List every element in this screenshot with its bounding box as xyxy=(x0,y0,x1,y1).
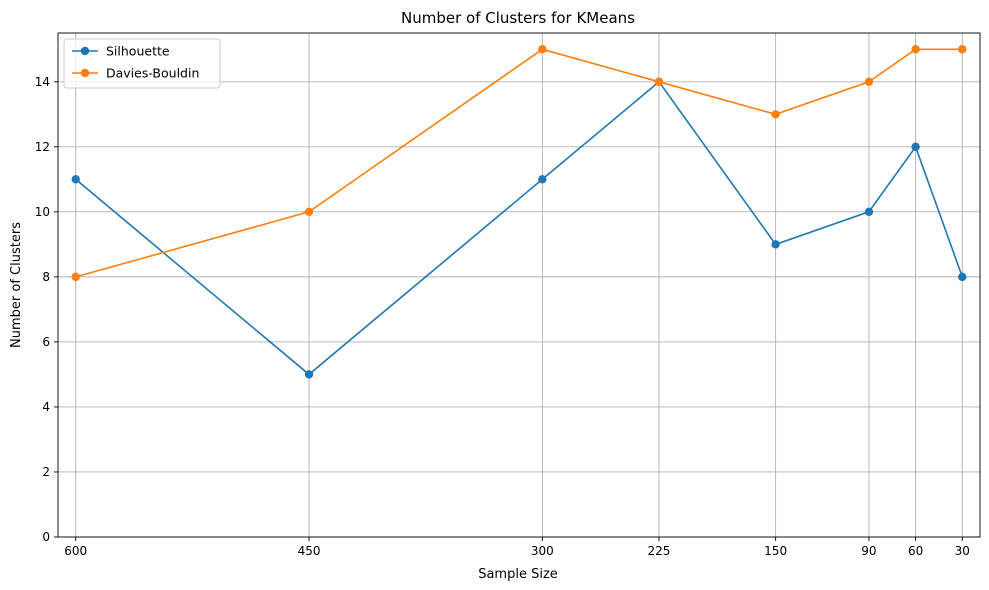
data-point-davies-bouldin xyxy=(654,77,664,86)
data-point-davies-bouldin xyxy=(911,45,920,54)
data-point-silhouette xyxy=(864,207,874,217)
series-line-silhouette xyxy=(75,80,964,376)
data-point-davies-bouldin xyxy=(958,45,967,54)
y-tick-label: 8 xyxy=(42,270,50,284)
y-tick-label: 10 xyxy=(35,205,50,219)
x-tick-label: 300 xyxy=(531,544,554,558)
x-tick-label: 600 xyxy=(64,544,87,558)
ticks: 0 2 4 6 8 10 12 14 600 450 300 225 150 90 60 30 xyxy=(35,75,970,558)
x-tick-label: 225 xyxy=(648,544,671,558)
x-axis-label: Sample Size xyxy=(478,567,558,582)
data-point-davies-bouldin xyxy=(864,77,874,86)
y-tick-label: 12 xyxy=(35,140,50,154)
data-point-silhouette xyxy=(71,175,80,184)
data-point-silhouette xyxy=(538,175,547,184)
x-tick-label: 60 xyxy=(908,544,923,558)
data-point-davies-bouldin xyxy=(71,272,80,282)
legend: Silhouette Davies-Bouldin xyxy=(63,38,221,89)
x-tick-label: 30 xyxy=(955,544,970,558)
plot-area-frame xyxy=(57,32,981,538)
y-axis-label: Number of Clusters xyxy=(9,222,24,348)
x-tick-label: 450 xyxy=(298,544,321,558)
y-tick-label: 14 xyxy=(35,75,50,89)
legend-box xyxy=(63,38,221,89)
y-tick-label: 4 xyxy=(42,400,50,414)
data-point-silhouette xyxy=(958,272,967,282)
legend-label-silhouette: Silhouette xyxy=(106,44,170,59)
y-tick-label: 0 xyxy=(42,530,50,544)
data-point-davies-bouldin xyxy=(771,110,780,119)
x-tick-label: 150 xyxy=(764,544,787,558)
legend-label-davies-bouldin: Davies-Bouldin xyxy=(106,66,199,81)
legend-marker-davies-bouldin xyxy=(80,68,90,78)
series-layer xyxy=(71,45,967,379)
data-point-silhouette xyxy=(304,370,314,379)
data-point-silhouette xyxy=(771,240,780,249)
y-tick-label: 6 xyxy=(42,335,50,349)
data-point-silhouette xyxy=(911,142,920,152)
chart-title: Number of Clusters for KMeans xyxy=(401,9,635,27)
y-tick-label: 2 xyxy=(42,465,50,479)
series-line-davies-bouldin xyxy=(75,48,963,278)
x-tick-label: 90 xyxy=(861,544,876,558)
data-point-davies-bouldin xyxy=(538,45,547,54)
legend-marker-silhouette xyxy=(80,46,90,56)
data-point-davies-bouldin xyxy=(304,207,314,217)
